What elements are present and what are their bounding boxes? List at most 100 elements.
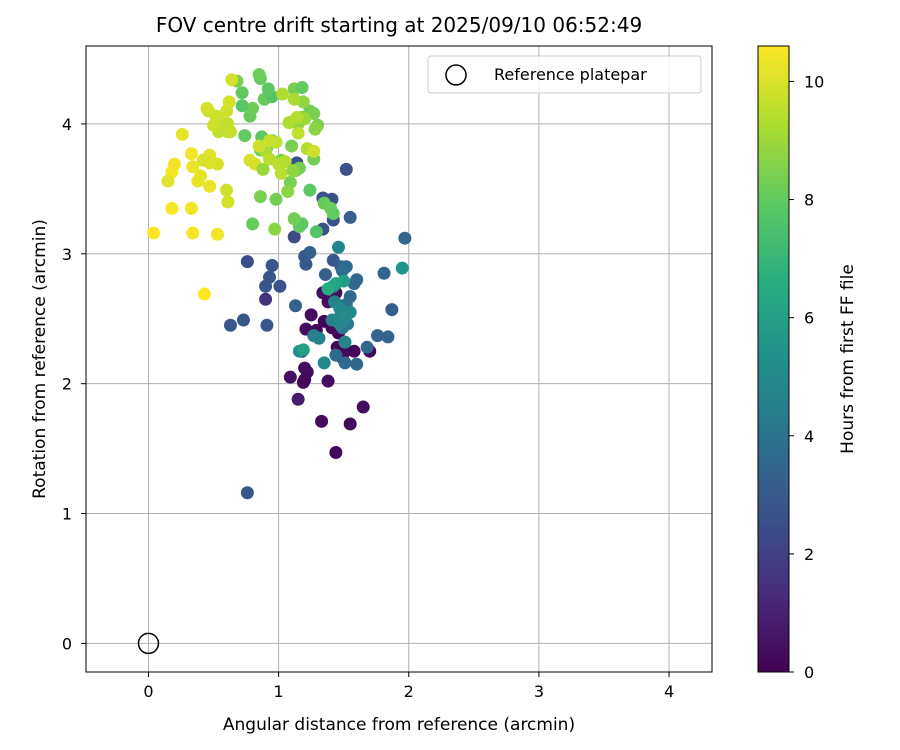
colorbar-tick-label: 2	[804, 545, 814, 564]
data-point	[259, 292, 273, 306]
legend-box	[427, 55, 702, 94]
data-point	[381, 330, 395, 344]
data-point	[236, 313, 250, 327]
data-point	[312, 331, 326, 345]
data-point	[315, 414, 329, 428]
data-point	[350, 357, 364, 371]
colorbar-tick-label: 8	[804, 191, 814, 210]
data-point	[200, 101, 214, 115]
data-point	[278, 155, 292, 169]
data-point	[221, 195, 235, 209]
data-point	[223, 318, 237, 332]
y-tick-label: 0	[62, 634, 72, 653]
data-point	[333, 301, 347, 315]
data-point	[281, 184, 295, 198]
data-point	[186, 226, 200, 240]
colorbar-tick-label: 0	[804, 663, 814, 682]
data-point	[329, 348, 343, 362]
data-point	[273, 279, 287, 293]
colorbar-tick-label: 6	[804, 309, 814, 328]
data-point	[343, 210, 357, 224]
data-point	[335, 264, 349, 278]
data-point	[385, 303, 399, 317]
data-point	[290, 110, 304, 124]
data-point	[194, 169, 208, 183]
legend: Reference platepar	[427, 55, 702, 94]
data-point	[287, 212, 301, 226]
data-point	[289, 299, 303, 313]
data-point	[317, 356, 331, 370]
colorbar-gradient	[757, 45, 790, 673]
grid-lines	[86, 46, 712, 672]
data-point	[235, 86, 249, 100]
data-point	[321, 374, 335, 388]
data-point	[287, 230, 301, 244]
data-point	[286, 164, 300, 178]
data-point	[256, 162, 270, 176]
x-axis-label: Angular distance from reference (arcmin)	[223, 715, 575, 735]
data-point	[308, 122, 322, 136]
data-point	[235, 99, 249, 113]
data-point	[331, 240, 345, 254]
x-tick-label: 1	[274, 682, 284, 701]
data-point	[398, 231, 412, 245]
x-axis-ticks: 0 1 2 3 4	[143, 672, 674, 701]
y-axis-label: Rotation from reference (arcmin)	[30, 219, 50, 499]
data-point	[347, 344, 361, 358]
data-point	[371, 329, 385, 343]
y-axis-ticks: 0 1 2 3 4	[62, 115, 86, 653]
data-point	[268, 222, 282, 236]
colorbar-tick-label: 10	[804, 72, 824, 91]
data-point	[326, 207, 340, 221]
data-point	[274, 166, 288, 180]
chart-title: FOV centre drift starting at 2025/09/10 …	[156, 13, 642, 37]
data-point	[339, 162, 353, 176]
data-point	[259, 279, 273, 293]
x-tick-label: 0	[143, 682, 153, 701]
data-point	[283, 370, 297, 384]
colorbar-tick-label: 4	[804, 427, 814, 446]
data-point	[260, 318, 274, 332]
data-point	[222, 95, 236, 109]
data-point	[303, 246, 317, 260]
data-point	[287, 92, 301, 106]
plot-frame	[85, 45, 713, 673]
data-point	[263, 134, 277, 148]
data-point	[350, 273, 364, 287]
data-point	[304, 308, 318, 322]
data-point	[343, 305, 357, 319]
data-point	[175, 127, 189, 141]
data-point	[220, 183, 234, 197]
data-point	[329, 446, 343, 460]
data-point	[161, 174, 175, 188]
data-point	[338, 356, 352, 370]
data-point	[321, 282, 335, 296]
data-point	[307, 144, 321, 158]
x-tick-label: 4	[664, 682, 674, 701]
legend-marker-icon	[445, 64, 467, 86]
data-point	[295, 81, 309, 95]
data-point	[203, 179, 217, 193]
data-point	[238, 129, 252, 143]
data-point	[252, 68, 266, 82]
data-points	[147, 68, 412, 500]
data-point	[210, 227, 224, 241]
data-point	[326, 253, 340, 267]
data-point	[240, 486, 254, 500]
data-point	[318, 268, 332, 282]
x-tick-label: 3	[534, 682, 544, 701]
data-point	[276, 87, 290, 101]
data-point	[269, 192, 283, 206]
reference-point-marker	[137, 632, 160, 655]
data-point	[261, 82, 275, 96]
data-point	[184, 201, 198, 215]
data-point	[291, 392, 305, 406]
data-point	[265, 258, 279, 272]
data-point	[186, 160, 200, 174]
data-point	[197, 287, 211, 301]
data-point	[298, 373, 312, 387]
data-point	[165, 201, 179, 215]
data-point	[223, 125, 237, 139]
y-tick-label: 2	[62, 375, 72, 394]
